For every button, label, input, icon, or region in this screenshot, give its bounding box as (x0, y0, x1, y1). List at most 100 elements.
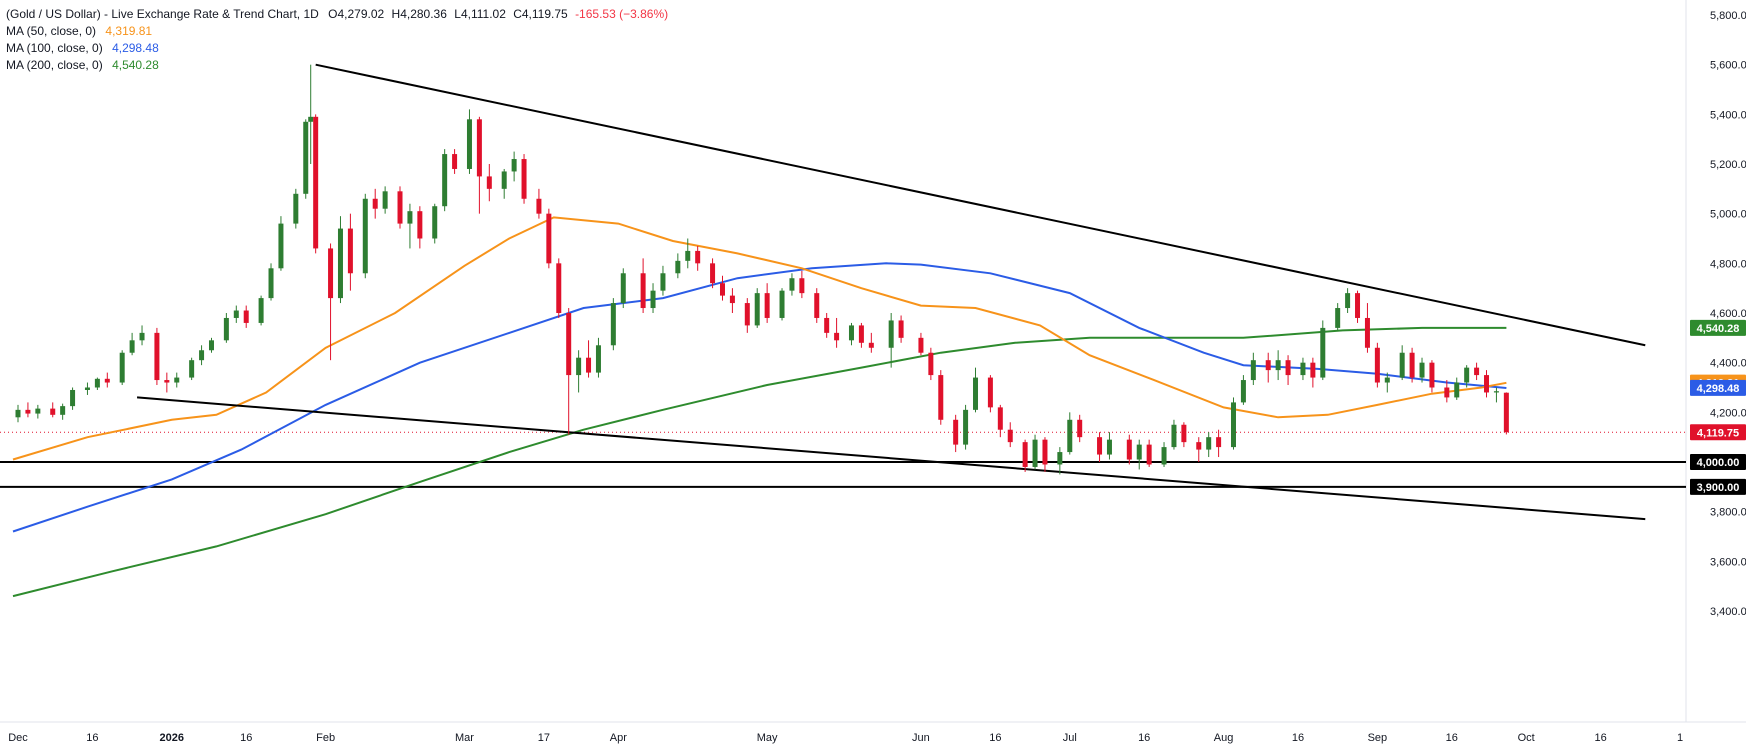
candle[interactable] (476, 116, 482, 214)
candle[interactable] (293, 188, 299, 229)
candle[interactable] (119, 350, 125, 386)
candle[interactable] (1240, 375, 1246, 405)
candle[interactable] (1285, 355, 1291, 386)
candle[interactable] (719, 275, 725, 301)
candle[interactable] (60, 403, 66, 420)
candle[interactable] (1345, 288, 1351, 313)
candle[interactable] (685, 238, 691, 269)
candle[interactable] (695, 245, 701, 271)
candle[interactable] (586, 340, 592, 378)
candle[interactable] (536, 188, 542, 219)
candle[interactable] (1419, 357, 1425, 383)
candle[interactable] (1275, 350, 1281, 381)
candle[interactable] (1171, 419, 1177, 450)
candle[interactable] (1216, 429, 1222, 458)
candle[interactable] (432, 203, 438, 244)
candle[interactable] (824, 313, 830, 338)
candle[interactable] (834, 317, 840, 348)
candle[interactable] (1106, 432, 1112, 460)
candle[interactable] (675, 253, 681, 279)
candle[interactable] (1146, 439, 1152, 467)
candle[interactable] (397, 186, 403, 229)
candle[interactable] (729, 288, 735, 313)
candle[interactable] (1335, 303, 1341, 331)
candle[interactable] (303, 119, 309, 199)
candle[interactable] (417, 206, 423, 249)
candle[interactable] (50, 402, 56, 418)
candle[interactable] (620, 268, 626, 309)
candle[interactable] (501, 168, 507, 199)
candle[interactable] (407, 203, 413, 249)
candle[interactable] (372, 188, 378, 219)
candle[interactable] (129, 332, 135, 356)
candle[interactable] (1077, 414, 1083, 443)
candle[interactable] (953, 414, 959, 453)
candle[interactable] (1409, 347, 1415, 383)
candle[interactable] (174, 372, 180, 388)
candle[interactable] (595, 337, 601, 378)
candle[interactable] (382, 186, 388, 214)
candle[interactable] (987, 375, 993, 413)
candle[interactable] (868, 332, 874, 353)
candle[interactable] (799, 270, 805, 299)
candle[interactable] (1042, 437, 1048, 472)
candle[interactable] (858, 322, 864, 348)
candle[interactable] (1007, 422, 1013, 448)
candle[interactable] (1022, 439, 1028, 472)
trendline-lower[interactable] (136, 396, 1646, 521)
candle[interactable] (521, 154, 527, 204)
legend-ma100-row[interactable]: MA (100, close, 0) 4,298.48 (6, 40, 668, 57)
candle[interactable] (1364, 303, 1370, 353)
trendline-upper[interactable] (315, 63, 1646, 347)
candle[interactable] (308, 64, 314, 164)
candle[interactable] (1161, 442, 1167, 467)
candle[interactable] (1196, 437, 1202, 462)
candle[interactable] (660, 265, 666, 296)
candle[interactable] (938, 370, 944, 425)
candle[interactable] (268, 263, 274, 301)
candle[interactable] (189, 357, 195, 381)
candle[interactable] (1181, 422, 1187, 448)
candle[interactable] (154, 327, 160, 386)
candle[interactable] (888, 313, 894, 368)
candle[interactable] (1464, 365, 1470, 388)
candle[interactable] (486, 164, 492, 202)
candle[interactable] (278, 216, 284, 271)
candle[interactable] (94, 377, 100, 390)
candle[interactable] (1097, 432, 1103, 462)
candle[interactable] (814, 288, 820, 323)
ma200-line[interactable] (12, 326, 1507, 598)
candle[interactable] (511, 151, 517, 182)
candle[interactable] (1057, 447, 1063, 475)
ma50-line[interactable] (12, 216, 1507, 461)
candle[interactable] (1126, 434, 1132, 465)
candle[interactable] (973, 367, 979, 413)
candle[interactable] (258, 295, 264, 326)
candle[interactable] (1250, 352, 1256, 386)
candle[interactable] (328, 243, 334, 361)
candle[interactable] (556, 258, 562, 318)
candle[interactable] (1384, 372, 1390, 393)
candle[interactable] (362, 193, 368, 279)
candle[interactable] (546, 208, 552, 269)
candle[interactable] (1136, 439, 1142, 470)
candle[interactable] (25, 402, 31, 418)
candle[interactable] (918, 332, 924, 356)
candle[interactable] (1067, 412, 1073, 455)
candle[interactable] (223, 313, 229, 343)
candle[interactable] (779, 288, 785, 321)
candle[interactable] (15, 404, 21, 423)
candle[interactable] (848, 322, 854, 346)
candle[interactable] (754, 288, 760, 328)
candle[interactable] (764, 283, 770, 323)
candle[interactable] (789, 273, 795, 296)
candle[interactable] (1320, 320, 1326, 381)
candle[interactable] (710, 258, 716, 289)
candle[interactable] (208, 337, 214, 353)
candle[interactable] (104, 372, 110, 388)
legend-ma200-row[interactable]: MA (200, close, 0) 4,540.28 (6, 57, 668, 74)
candle[interactable] (1493, 387, 1499, 403)
candle[interactable] (1230, 397, 1236, 450)
candle[interactable] (1300, 357, 1306, 381)
